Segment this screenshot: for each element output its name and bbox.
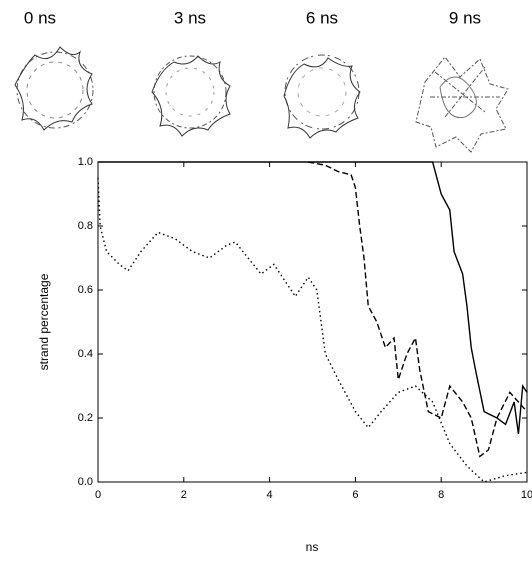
series-line xyxy=(98,161,528,435)
y-tick-label: 0.6 xyxy=(78,284,93,296)
x-tick-label: 10 xyxy=(521,489,532,501)
series-line xyxy=(308,161,528,458)
x-tick-label: 6 xyxy=(352,489,358,501)
series-line xyxy=(97,177,528,483)
y-tick-label: 1.0 xyxy=(78,156,93,168)
panel-label: 3 ns xyxy=(174,8,206,27)
x-tick-label: 4 xyxy=(267,489,273,501)
y-tick-label: 0.8 xyxy=(78,220,93,232)
y-tick-label: 0.0 xyxy=(78,476,93,488)
y-tick-label: 0.4 xyxy=(78,348,93,360)
snapshot-images xyxy=(14,46,509,153)
y-axis-title: strand percentage xyxy=(37,273,51,370)
snapshot-0 xyxy=(14,46,94,131)
snapshot-6 xyxy=(283,54,361,139)
panel-label: 9 ns xyxy=(449,8,481,27)
panel-label: 0 ns xyxy=(24,8,56,27)
x-axis-title: ns xyxy=(306,540,319,554)
x-tick-label: 2 xyxy=(181,489,187,501)
y-tick-label: 0.2 xyxy=(78,412,93,424)
snapshot-3 xyxy=(151,55,231,137)
snapshot-9 xyxy=(415,56,509,153)
x-tick-label: 0 xyxy=(95,489,101,501)
plot-frame xyxy=(97,161,528,483)
x-tick-label: 8 xyxy=(438,489,444,501)
panel-label: 6 ns xyxy=(306,8,338,27)
